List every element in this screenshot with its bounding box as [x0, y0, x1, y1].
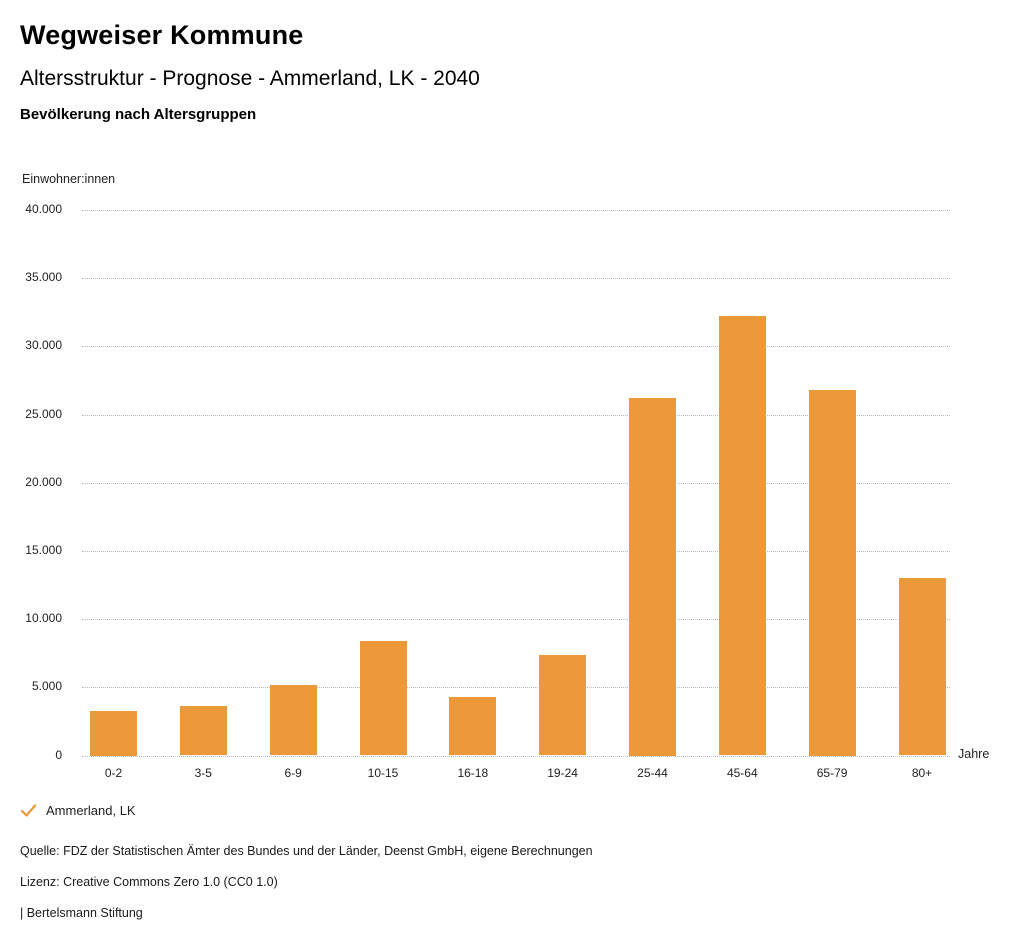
- gridline-y-20000: [82, 482, 950, 484]
- x-tick-label: 0-2: [104, 766, 123, 780]
- y-tick-label: 40.000: [25, 202, 62, 216]
- chart-sub-subtitle: Bevölkerung nach Altersgruppen: [20, 106, 257, 123]
- bar-16-18[interactable]: [449, 696, 497, 756]
- x-tick-label: 45-64: [726, 766, 758, 780]
- legend-item-ammerland[interactable]: Ammerland, LK: [20, 803, 136, 818]
- brand-text: | Bertelsmann Stiftung: [20, 906, 143, 920]
- license-text: Lizenz: Creative Commons Zero 1.0 (CC0 1…: [20, 875, 278, 889]
- gridline-y-10000: [82, 619, 950, 621]
- y-tick-label: 10.000: [25, 611, 62, 626]
- bar-80+[interactable]: [898, 578, 946, 756]
- bar-65-79[interactable]: [808, 390, 856, 756]
- bar-45-64[interactable]: [718, 316, 766, 756]
- y-tick-label: 30.000: [25, 338, 62, 353]
- x-tick-label: 19-24: [547, 766, 578, 780]
- bar-3-5[interactable]: [179, 706, 227, 756]
- source-text: Quelle: FDZ der Statistischen Ämter des …: [20, 844, 593, 858]
- gridline-y-15000: [82, 550, 950, 552]
- gridline-y-30000: [82, 346, 950, 348]
- x-tick-label: 10-15: [367, 766, 399, 780]
- bar-10-15[interactable]: [359, 640, 407, 756]
- gridline-y-5000: [82, 687, 950, 689]
- gridline-y-0: [82, 755, 950, 757]
- gridline-y-25000: [82, 414, 950, 416]
- x-tick-label: 6-9: [284, 766, 302, 780]
- x-tick-label: 3-5: [194, 766, 212, 780]
- x-tick-label: 65-79: [816, 766, 848, 780]
- bar-25-44[interactable]: [629, 397, 676, 756]
- y-tick-label: 35.000: [25, 270, 62, 285]
- y-tick-label: 20.000: [25, 474, 62, 489]
- y-axis-label: Einwohner:innen: [22, 172, 116, 186]
- y-tick-label: 0: [55, 747, 62, 762]
- x-tick-label: 16-18: [457, 766, 489, 780]
- bar-6-9[interactable]: [269, 685, 317, 756]
- x-axis-label: Jahre: [958, 747, 990, 761]
- checkmark-icon: [20, 804, 37, 817]
- x-tick-label: 25-44: [637, 766, 668, 780]
- y-tick-label: 5.000: [31, 679, 62, 694]
- gridline-y-35000: [82, 278, 950, 280]
- bar-0-2[interactable]: [90, 710, 137, 756]
- page-title: Wegweiser Kommune: [20, 20, 304, 50]
- legend-label: Ammerland, LK: [46, 803, 136, 818]
- chart-subtitle: Altersstruktur - Prognose - Ammerland, L…: [20, 67, 480, 90]
- y-tick-label: 15.000: [25, 542, 62, 557]
- x-tick-label: 80+: [911, 766, 933, 780]
- y-tick-label: 25.000: [25, 406, 62, 421]
- gridline-y-40000: [82, 210, 950, 211]
- bar-19-24[interactable]: [539, 654, 587, 756]
